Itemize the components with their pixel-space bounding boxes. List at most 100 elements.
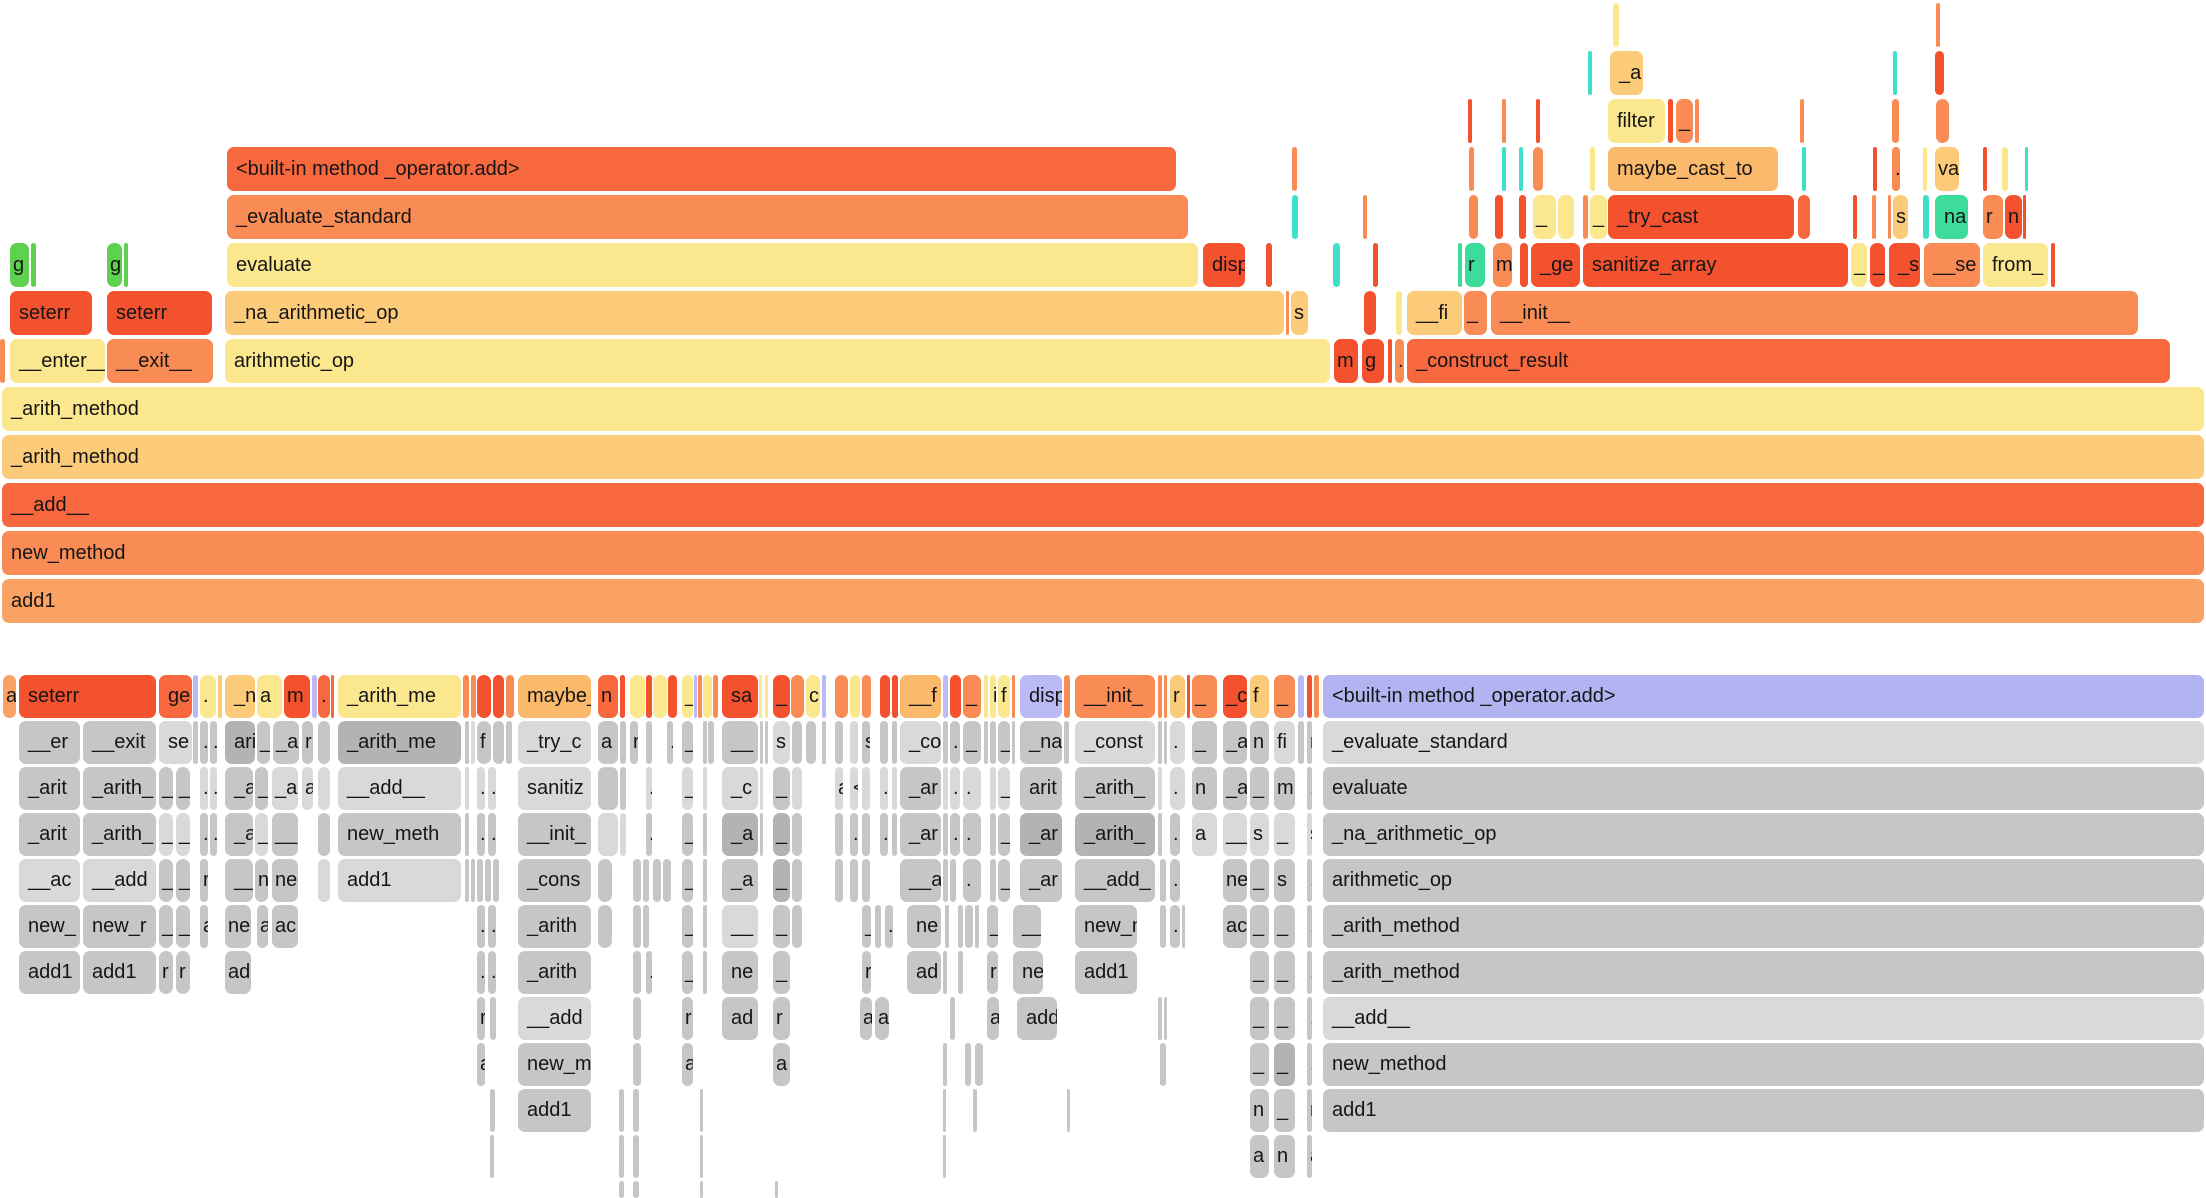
frame-bar[interactable]: n: [2005, 195, 2022, 239]
frame-bar[interactable]: _: [1250, 859, 1269, 902]
frame-bar[interactable]: new_m: [518, 1043, 591, 1086]
frame-bar[interactable]: [943, 1135, 946, 1178]
frame-bar[interactable]: new_meth: [338, 813, 461, 856]
frame-bar[interactable]: _co: [900, 721, 941, 764]
frame-bar[interactable]: [850, 721, 858, 764]
frame-bar[interactable]: _arith_: [1075, 813, 1155, 856]
frame-bar[interactable]: sanitize_array: [1583, 243, 1848, 287]
frame-bar[interactable]: _: [998, 767, 1010, 810]
frame-bar[interactable]: _c: [722, 767, 758, 810]
frame-bar[interactable]: __add__: [338, 767, 461, 810]
frame-bar[interactable]: [1519, 195, 1526, 239]
frame-bar[interactable]: [1469, 195, 1478, 239]
frame-bar[interactable]: [1583, 195, 1588, 239]
frame-bar[interactable]: [694, 675, 697, 718]
frame-bar[interactable]: _: [176, 905, 190, 948]
frame-bar[interactable]: add1: [1323, 1089, 2204, 1132]
frame-bar[interactable]: _arith_method: [1323, 951, 2204, 994]
frame-bar[interactable]: _: [159, 859, 173, 902]
frame-bar[interactable]: n: [1250, 1089, 1269, 1132]
frame-bar[interactable]: [703, 859, 707, 902]
frame-bar[interactable]: [668, 675, 677, 718]
frame-bar[interactable]: ne: [1223, 859, 1247, 902]
frame-bar[interactable]: evaluate: [227, 243, 1198, 287]
frame-bar[interactable]: [2002, 147, 2008, 191]
frame-bar[interactable]: [1388, 339, 1392, 383]
frame-bar[interactable]: [1533, 147, 1543, 191]
frame-bar[interactable]: .: [1170, 767, 1185, 810]
frame-bar[interactable]: _: [773, 859, 790, 902]
frame-bar[interactable]: g: [107, 243, 122, 287]
frame-bar[interactable]: ari: [225, 721, 255, 764]
frame-bar[interactable]: _a: [273, 721, 299, 764]
frame-bar[interactable]: _: [773, 767, 790, 810]
frame-bar[interactable]: _: [1464, 291, 1487, 335]
frame-bar[interactable]: __exit__: [107, 339, 213, 383]
frame-bar[interactable]: [1536, 99, 1540, 143]
frame-bar[interactable]: .: [488, 905, 496, 948]
frame-bar[interactable]: [312, 675, 317, 718]
frame-bar[interactable]: [490, 1135, 494, 1178]
frame-bar[interactable]: [703, 813, 707, 856]
frame-bar[interactable]: a: [875, 997, 889, 1040]
frame-bar[interactable]: n: [1250, 721, 1269, 764]
frame-bar[interactable]: [1923, 147, 1927, 191]
frame-bar[interactable]: [1182, 905, 1185, 948]
frame-bar[interactable]: n: [598, 675, 618, 718]
frame-bar[interactable]: __add: [83, 859, 156, 902]
frame-bar[interactable]: r: [773, 997, 790, 1040]
frame-bar[interactable]: [619, 1181, 624, 1198]
frame-bar[interactable]: [1695, 99, 1699, 143]
frame-bar[interactable]: _arith_method: [1323, 905, 2204, 948]
frame-bar[interactable]: sa: [722, 675, 758, 718]
frame-bar[interactable]: [218, 675, 222, 718]
frame-bar[interactable]: _: [1590, 195, 1607, 239]
frame-bar[interactable]: arit: [1020, 767, 1062, 810]
frame-bar[interactable]: [760, 813, 763, 856]
frame-bar[interactable]: _: [1870, 243, 1885, 287]
frame-bar[interactable]: _ge: [1531, 243, 1580, 287]
frame-bar[interactable]: .: [477, 905, 485, 948]
frame-bar[interactable]: __add_: [1075, 859, 1155, 902]
frame-bar[interactable]: [465, 813, 469, 856]
frame-bar[interactable]: [598, 905, 612, 948]
frame-bar[interactable]: .: [950, 767, 960, 810]
frame-bar[interactable]: [862, 675, 871, 718]
frame-bar[interactable]: __add__: [1323, 997, 2204, 1040]
frame-bar[interactable]: _arith_me: [338, 721, 461, 764]
frame-bar[interactable]: [850, 675, 860, 718]
frame-bar[interactable]: r: [1465, 243, 1485, 287]
frame-bar[interactable]: __f: [900, 675, 941, 718]
frame-bar[interactable]: [1158, 675, 1162, 718]
frame-bar[interactable]: __add: [518, 997, 591, 1040]
frame-bar[interactable]: _: [1274, 1043, 1295, 1086]
frame-bar[interactable]: _: [998, 813, 1010, 856]
frame-bar[interactable]: [1495, 195, 1503, 239]
frame-bar[interactable]: _na_arithmetic_op: [225, 291, 1284, 335]
frame-bar[interactable]: [1502, 99, 1506, 143]
frame-bar[interactable]: __fi: [1407, 291, 1462, 335]
frame-bar[interactable]: a: [477, 1043, 485, 1086]
frame-bar[interactable]: [1012, 721, 1015, 764]
frame-bar[interactable]: a: [1307, 1135, 1312, 1178]
frame-bar[interactable]: r: [682, 997, 693, 1040]
frame-bar[interactable]: [1458, 243, 1462, 287]
frame-bar[interactable]: [880, 675, 890, 718]
frame-bar[interactable]: _n: [225, 675, 255, 718]
frame-bar[interactable]: a: [302, 767, 313, 810]
frame-bar[interactable]: .: [646, 767, 652, 810]
frame-bar[interactable]: [1012, 675, 1015, 718]
frame-bar[interactable]: [1892, 99, 1899, 143]
frame-bar[interactable]: s: [1274, 859, 1295, 902]
frame-bar[interactable]: _: [987, 905, 998, 948]
frame-bar[interactable]: [1469, 147, 1474, 191]
frame-bar[interactable]: n: [1192, 767, 1217, 810]
frame-bar[interactable]: _: [682, 813, 693, 856]
frame-bar[interactable]: [493, 859, 499, 902]
frame-bar[interactable]: .: [950, 721, 960, 764]
frame-bar[interactable]: [958, 905, 963, 948]
frame-bar[interactable]: <built-in method _operator.add>: [1323, 675, 2204, 718]
frame-bar[interactable]: _: [682, 675, 693, 718]
frame-bar[interactable]: [633, 1043, 641, 1086]
frame-bar[interactable]: .: [1307, 859, 1312, 902]
